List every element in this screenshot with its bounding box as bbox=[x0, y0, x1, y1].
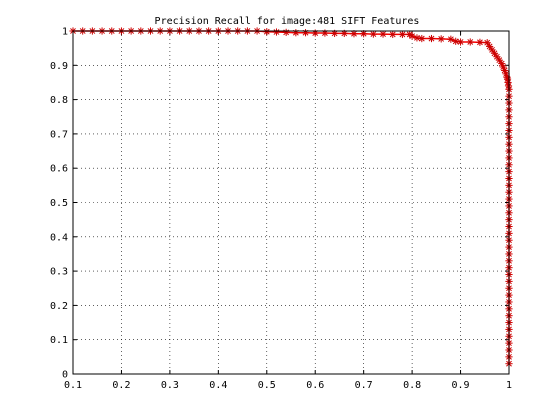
y-tick-label: 0.3 bbox=[50, 267, 68, 278]
y-tick-label: 0.8 bbox=[50, 95, 68, 106]
marker-stroke bbox=[331, 30, 338, 37]
y-tick-label: 0.9 bbox=[50, 61, 68, 72]
x-tick-label: 1 bbox=[506, 380, 512, 391]
marker-stroke bbox=[489, 46, 495, 53]
marker-stroke bbox=[484, 39, 491, 46]
y-tick-label: 0.5 bbox=[50, 198, 68, 209]
marker-stroke bbox=[409, 33, 416, 40]
marker-stroke bbox=[503, 70, 509, 77]
data-point-marker bbox=[282, 28, 290, 36]
y-tick-label: 0.6 bbox=[50, 164, 68, 175]
marker-stroke bbox=[360, 30, 367, 37]
marker-stroke bbox=[498, 60, 505, 67]
data-point-marker bbox=[292, 29, 300, 37]
grid bbox=[73, 31, 509, 374]
data-point-marker bbox=[398, 30, 407, 39]
marker-stroke bbox=[406, 31, 413, 38]
chart-title: Precision Recall for image:481 SIFT Feat… bbox=[155, 16, 420, 27]
y-tick-label: 1 bbox=[62, 27, 68, 38]
marker-stroke bbox=[370, 31, 377, 37]
marker-stroke bbox=[496, 57, 503, 64]
data-point-marker bbox=[476, 38, 484, 46]
marker-stroke bbox=[263, 28, 270, 35]
plot-area bbox=[73, 31, 509, 374]
y-tick-label: 0 bbox=[62, 370, 68, 381]
marker-stroke bbox=[273, 29, 280, 35]
x-tick-label: 0.3 bbox=[161, 380, 179, 391]
data-point-marker bbox=[466, 38, 474, 46]
data-point-marker bbox=[272, 28, 281, 36]
data-point-marker bbox=[456, 38, 465, 46]
marker-stroke bbox=[380, 31, 386, 37]
x-tick-label: 0.1 bbox=[64, 380, 82, 391]
marker-stroke bbox=[477, 39, 483, 46]
y-tick-labels: 0 0.1 0.2 0.3 0.4 0.5 0.6 0.7 0.8 0.9 1 bbox=[50, 27, 68, 381]
marker-stroke bbox=[452, 38, 459, 45]
x-tick-label: 0.2 bbox=[112, 380, 130, 391]
data-point-marker bbox=[427, 34, 436, 43]
data-point-marker bbox=[301, 29, 310, 37]
x-tick-label: 0.8 bbox=[403, 380, 421, 391]
marker-stroke bbox=[428, 35, 435, 42]
marker-stroke bbox=[467, 39, 474, 45]
marker-stroke bbox=[493, 53, 500, 60]
data-point-marker bbox=[369, 30, 377, 38]
data-point-marker bbox=[418, 34, 426, 43]
marker-stroke bbox=[414, 34, 420, 41]
marker-stroke bbox=[438, 35, 445, 42]
data-point-marker bbox=[452, 37, 460, 45]
marker-stroke bbox=[351, 30, 357, 37]
data-point-marker bbox=[437, 35, 445, 43]
x-tick-label: 0.6 bbox=[306, 380, 324, 391]
marker-stroke bbox=[491, 50, 498, 57]
x-tick-label: 0.9 bbox=[452, 380, 470, 391]
marker-stroke bbox=[418, 35, 425, 42]
marker-stroke bbox=[457, 39, 464, 45]
marker-stroke bbox=[501, 67, 508, 74]
y-tick-label: 0.1 bbox=[50, 335, 68, 346]
y-tick-label: 0.7 bbox=[50, 129, 68, 140]
marker-stroke bbox=[341, 30, 348, 37]
x-tick-labels: 0.1 0.2 0.3 0.4 0.5 0.6 0.7 0.8 0.9 1 bbox=[64, 380, 512, 391]
data-point-marker bbox=[408, 32, 416, 40]
data-point-marker bbox=[379, 30, 387, 38]
data-point-marker bbox=[263, 28, 271, 36]
marker-stroke bbox=[500, 64, 507, 70]
data-point-marker bbox=[413, 34, 421, 42]
marker-stroke bbox=[447, 36, 454, 43]
x-tick-label: 0.4 bbox=[209, 380, 227, 391]
marker-stroke bbox=[399, 31, 406, 38]
marker-stroke bbox=[389, 31, 396, 38]
y-tick-label: 0.2 bbox=[50, 301, 68, 312]
x-tick-label: 0.5 bbox=[258, 380, 276, 391]
data-point-marker bbox=[389, 30, 397, 39]
marker-stroke bbox=[486, 43, 493, 50]
y-tick-label: 0.4 bbox=[50, 232, 68, 243]
x-tick-label: 0.7 bbox=[355, 380, 373, 391]
data-point-marker bbox=[483, 39, 491, 47]
plot-border bbox=[72, 30, 510, 375]
